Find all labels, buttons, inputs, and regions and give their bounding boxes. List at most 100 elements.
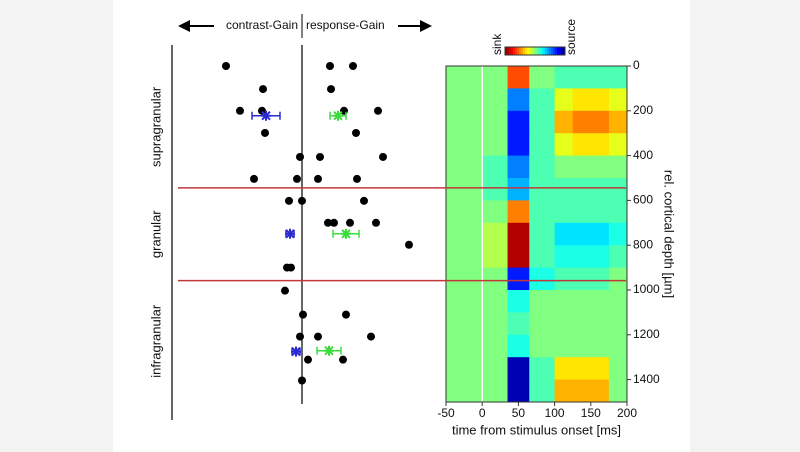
heat-cell xyxy=(608,357,628,381)
point xyxy=(327,85,335,94)
heat-cell xyxy=(572,290,610,313)
heat-cell xyxy=(608,155,628,179)
x-tick-label: 200 xyxy=(617,406,637,420)
heat-cell xyxy=(482,245,509,269)
x-tick-label: 150 xyxy=(581,406,601,420)
point xyxy=(316,152,324,161)
colorbar-cell xyxy=(507,47,510,55)
x-tick-label: 100 xyxy=(545,406,565,420)
heat-cell xyxy=(572,357,610,381)
heat-cell xyxy=(446,267,483,291)
heat-cell xyxy=(554,245,574,269)
layer-label: supragranular xyxy=(148,86,163,167)
colorbar-cell xyxy=(521,47,524,55)
colorbar-cell xyxy=(545,47,548,55)
colorbar-cell xyxy=(531,47,534,55)
mean-star xyxy=(261,110,271,121)
point xyxy=(299,310,307,319)
colorbar-cell xyxy=(513,47,516,55)
heat-cell xyxy=(608,178,628,201)
heat-cell xyxy=(608,379,628,403)
mean-star xyxy=(291,346,301,357)
y-tick-label: 1400 xyxy=(633,372,660,386)
heat-cell xyxy=(529,110,556,134)
heat-cell xyxy=(482,88,509,112)
heat-cell xyxy=(482,155,509,179)
heat-cell xyxy=(608,290,628,313)
y-tick-label: 200 xyxy=(633,103,653,117)
heat-cell xyxy=(446,357,483,381)
point xyxy=(346,218,354,227)
heat-cell xyxy=(529,245,556,269)
heat-cell xyxy=(482,133,509,157)
heat-cell xyxy=(608,88,628,112)
point xyxy=(222,62,230,70)
heat-cell xyxy=(482,312,509,336)
point xyxy=(324,218,332,227)
heat-cell xyxy=(572,334,610,358)
heat-cell xyxy=(608,245,628,269)
heat-cell xyxy=(529,200,556,224)
mean-star xyxy=(285,228,295,239)
colorbar-cell xyxy=(547,47,550,55)
heat-cell xyxy=(529,178,556,201)
arrow-left-head xyxy=(178,20,190,32)
heat-cell xyxy=(482,379,509,403)
colorbar-cell xyxy=(515,47,518,55)
heat-cell xyxy=(554,178,574,201)
mean-star xyxy=(324,345,334,356)
heat-cell xyxy=(572,178,610,201)
heat-cell xyxy=(608,66,628,89)
point xyxy=(250,174,258,183)
heat-cell xyxy=(507,334,530,358)
mean-star xyxy=(341,228,351,239)
point xyxy=(304,355,312,364)
heat-cell xyxy=(482,267,509,291)
arrow-right-head xyxy=(420,20,432,32)
heat-cell xyxy=(482,222,509,246)
heat-cell xyxy=(554,133,574,157)
colorbar-cell xyxy=(535,47,538,55)
point xyxy=(379,152,387,161)
point xyxy=(314,174,322,183)
colorbar-high: source xyxy=(564,19,578,55)
colorbar-cell xyxy=(541,47,544,55)
point xyxy=(285,196,293,205)
point xyxy=(352,128,360,137)
y-tick-label: 800 xyxy=(633,237,653,251)
heat-cell xyxy=(572,133,610,157)
point xyxy=(298,376,306,385)
point xyxy=(296,152,304,161)
heat-cell xyxy=(572,222,610,246)
point xyxy=(405,240,413,249)
point xyxy=(287,263,295,272)
colorbar-cell xyxy=(517,47,520,55)
point xyxy=(314,332,322,341)
point xyxy=(360,196,368,205)
heat-cell xyxy=(507,66,530,89)
heat-cell xyxy=(529,66,556,89)
y-axis-title: rel. cortical depth [µm] xyxy=(662,170,677,298)
colorbar-cell xyxy=(549,47,552,55)
heat-cell xyxy=(507,200,530,224)
colorbar-low: sink xyxy=(490,33,504,55)
heat-cell xyxy=(446,155,483,179)
heat-cell xyxy=(482,290,509,313)
point xyxy=(342,310,350,319)
point xyxy=(236,106,244,115)
heat-cell xyxy=(446,245,483,269)
colorbar-cell xyxy=(551,47,554,55)
mean-star xyxy=(333,110,343,121)
heat-cell xyxy=(529,155,556,179)
heat-cell xyxy=(446,290,483,313)
point xyxy=(339,355,347,364)
heat-cell xyxy=(529,334,556,358)
heat-cell xyxy=(507,155,530,179)
heat-cell xyxy=(482,200,509,224)
heat-cell xyxy=(572,312,610,336)
heat-frame xyxy=(445,65,628,403)
colorbar-cell xyxy=(555,47,558,55)
point xyxy=(326,62,334,70)
heat-cell xyxy=(572,110,610,134)
heat-cell xyxy=(507,290,530,313)
